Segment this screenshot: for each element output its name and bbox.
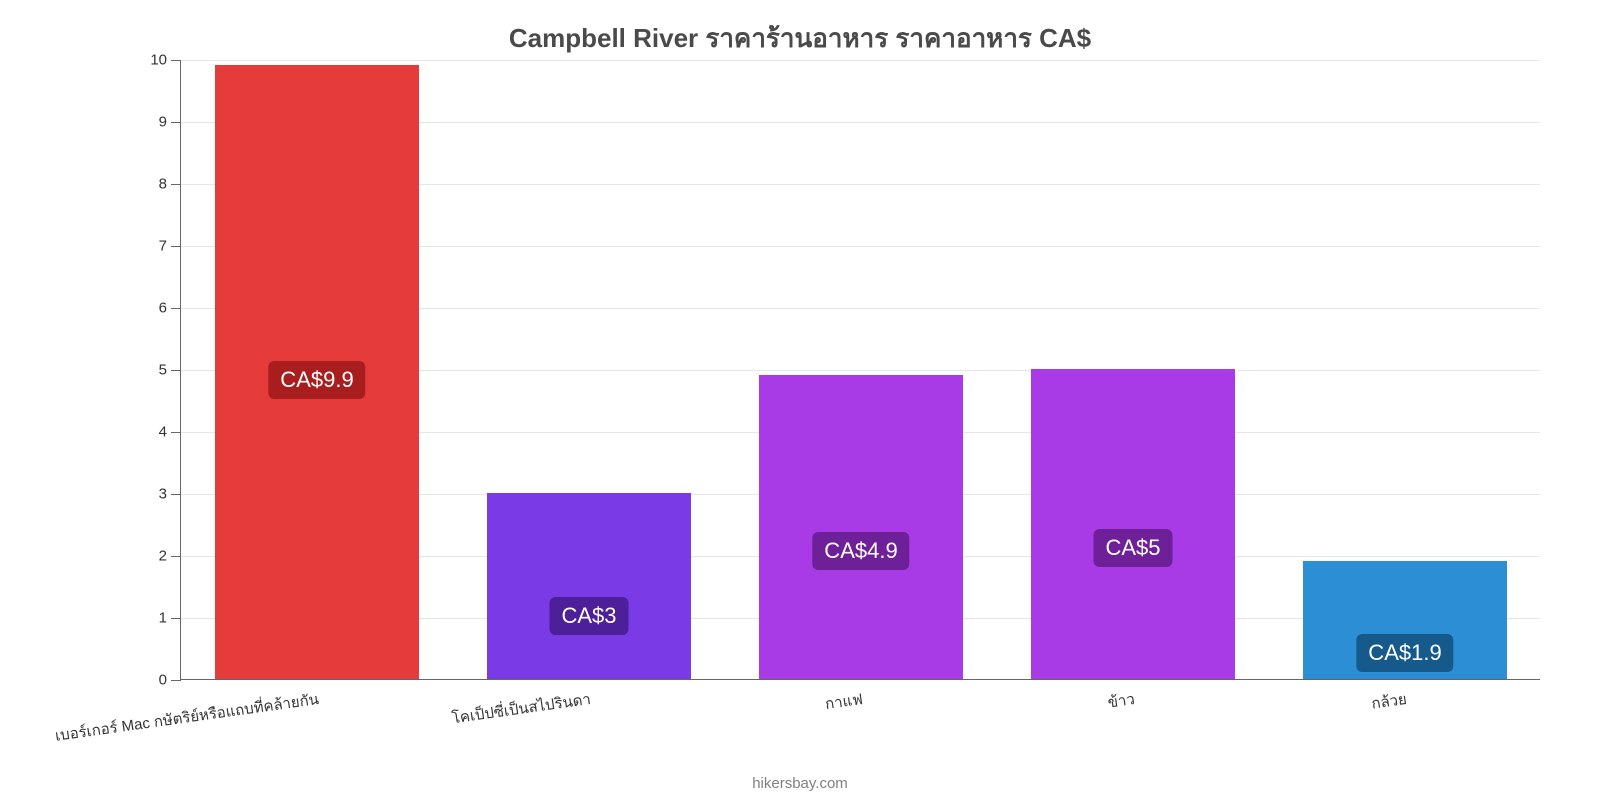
value-badge: CA$1.9 (1356, 634, 1453, 672)
y-tick (171, 122, 181, 123)
x-axis-label: โคเป็ปซี่เป็นสไปรินดา (450, 687, 592, 730)
chart-title: Campbell River ราคาร้านอาหาร ราคาอาหาร C… (0, 18, 1600, 59)
value-badge: CA$3 (549, 597, 628, 635)
y-tick (171, 680, 181, 681)
y-axis-label: 9 (159, 114, 167, 131)
bar (487, 493, 691, 679)
value-badge: CA$9.9 (268, 361, 365, 399)
y-axis-label: 10 (150, 52, 167, 69)
y-tick (171, 432, 181, 433)
x-axis-label: ข้าว (1106, 687, 1136, 715)
attribution-text: hikersbay.com (0, 775, 1600, 792)
y-tick (171, 618, 181, 619)
gridline (181, 60, 1540, 61)
y-tick (171, 184, 181, 185)
y-tick (171, 246, 181, 247)
y-tick (171, 556, 181, 557)
y-tick (171, 308, 181, 309)
chart-container: Campbell River ราคาร้านอาหาร ราคาอาหาร C… (0, 0, 1600, 800)
x-axis-label: กล้วย (1370, 687, 1408, 716)
y-tick (171, 370, 181, 371)
y-axis-label: 7 (159, 238, 167, 255)
value-badge: CA$4.9 (812, 532, 909, 570)
y-axis-label: 8 (159, 176, 167, 193)
x-axis-label: เบอร์เกอร์ Mac กษัตริย์หรือแถบที่คล้ายกั… (53, 687, 320, 748)
y-axis-label: 6 (159, 300, 167, 317)
bar (759, 375, 963, 679)
bar (1031, 369, 1235, 679)
y-axis-label: 5 (159, 362, 167, 379)
y-axis-label: 1 (159, 610, 167, 627)
y-tick (171, 60, 181, 61)
value-badge: CA$5 (1093, 529, 1172, 567)
x-axis-label: กาแฟ (824, 687, 865, 716)
y-axis-label: 4 (159, 424, 167, 441)
y-axis-label: 3 (159, 486, 167, 503)
y-axis-label: 2 (159, 548, 167, 565)
plot-area: 012345678910CA$9.9เบอร์เกอร์ Mac กษัตริย… (180, 60, 1540, 680)
y-axis-label: 0 (159, 672, 167, 689)
y-tick (171, 494, 181, 495)
